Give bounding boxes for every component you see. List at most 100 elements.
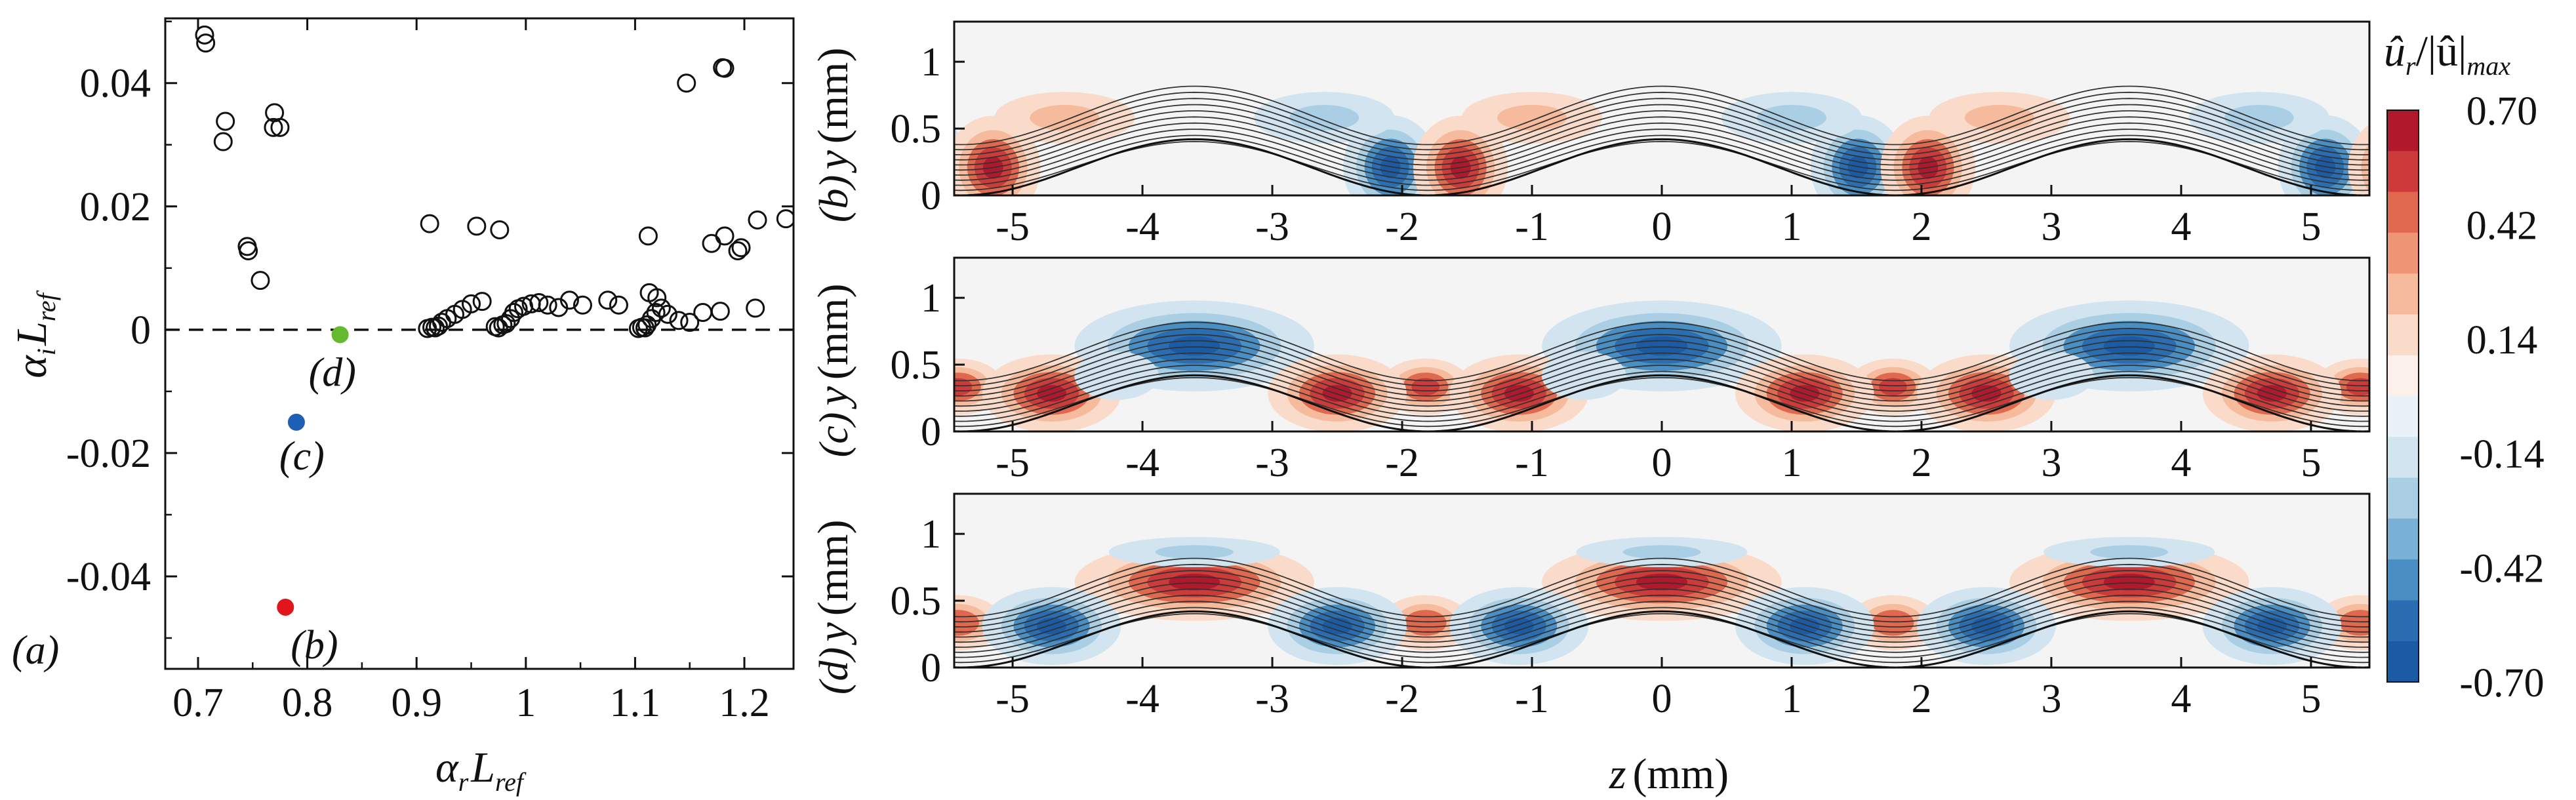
z-tick-label: -2 [1385,677,1419,721]
streamline [954,563,2369,623]
x-tick-label: 1.1 [610,681,661,725]
colorbar-title-sub-r: r [2405,51,2416,81]
highlighted-mode-label: (d) [309,350,356,395]
streamline [954,334,2369,391]
highlighted-mode-point [331,326,349,344]
z-tick-label: 4 [2171,441,2191,485]
colorbar-swatch [2387,314,2419,356]
eigenvalue-point [472,292,492,311]
z-tick-label: -3 [1255,205,1289,249]
colorbar-swatch [2387,477,2419,519]
streamline [954,352,2369,407]
y-label-unit: (mm) [809,520,857,616]
eigenvalue-point [669,311,689,330]
z-tick-label: 2 [1911,205,1931,249]
z-tick-label: -5 [996,205,1030,249]
eigenvalue-point [693,303,713,323]
z-tick-label: -4 [1125,205,1159,249]
mode-shape-panel: -5 -4 -3 -2 -1 0 1 2 3 4 5 1 0.5 0 y (mm) (c) [809,256,2371,485]
mode-contour-level [1497,105,1567,131]
y-tick-label: -0.02 [66,431,151,476]
z-tick-label: -1 [1515,677,1549,721]
mode-contour-level [2416,605,2492,647]
eigenvalue-point [651,298,671,318]
colorbar-tick-label: -0.42 [2459,547,2544,591]
mode-contour-level [2009,351,2094,400]
y-tick-label: 0.04 [80,62,151,106]
eigenvalue-point [251,271,270,290]
eigenvalue-point [728,241,748,260]
y-tick-label: 0 [131,308,151,353]
z-tick-label: 0 [1652,205,1672,249]
y-tick-label: 1 [921,40,941,85]
z-tick-label: 5 [2301,441,2321,485]
colorbar-tick-label: 0.70 [2466,89,2538,134]
eigenvalue-point [504,303,523,323]
z-tick-label: 2 [1911,677,1931,721]
y-label-var: y [809,150,857,173]
streamline [954,327,2369,387]
mode-contour-level [1074,351,1159,400]
eigenvalue-point [677,73,696,93]
eigenvalue-point [195,25,214,45]
x-label-alpha: α [435,744,459,791]
x-label-sub-r: r [458,767,469,797]
mode-contour-level [2426,610,2481,641]
eigenvalue-point [710,302,730,321]
y-label-var: y [809,386,857,409]
spectrum-highlighted-modes: (b) (c) (d) [277,326,356,668]
mode-contour-level [1757,105,1826,131]
streamline [954,376,2369,428]
spectrum-x-ticks: 0.7 0.8 0.9 1 1.1 1.2 [172,18,770,725]
colorbar-swatch [2387,518,2419,560]
y-label-unit: (mm) [809,48,857,144]
eigenvalue-point [646,303,666,323]
eigenvalue-point [213,132,233,151]
y-tick-label: 0.02 [80,185,151,230]
z-tick-label: -1 [1515,205,1549,249]
colorbar-title: ûr/|û|max [2384,28,2510,81]
y-axis-label: y (mm) [809,284,857,410]
streamline [954,370,2369,422]
mode-contour-level [1169,573,1220,591]
mode-contour-level [1030,105,1100,131]
mode-contour-level [1622,545,1701,559]
colorbar-swatch [2387,437,2419,479]
z-tick-label: 4 [2171,205,2191,249]
colorbar-swatch [2387,273,2419,315]
y-axis-label: y (mm) [809,520,857,646]
spectrum-plot-frame [164,17,795,670]
streamline [954,110,2369,166]
z-label-var: z [1609,750,1626,798]
streamline [954,576,2369,633]
panel-label: (b) [812,175,856,222]
mode-contour-level [1289,105,1359,131]
eigenvalue-point [270,117,290,137]
y-tick-label: 1 [921,512,941,557]
eigenvalue-point [467,216,487,236]
mode-contour-level [1541,351,1626,400]
colorbar-swatch [2387,151,2419,193]
colorbar-tick-label: 0.42 [2466,203,2538,248]
eigenvalue-point [715,226,735,246]
y-label-sub-i: i [31,348,61,355]
spectrum-panel: 0.7 0.8 0.9 1 1.1 1.2 0.04 0.02 0 -0.02 -0.04 (b)… [8,17,795,797]
z-tick-label: 1 [1781,205,1801,249]
colorbar-frame [2386,110,2419,683]
mode-contour-level [2090,545,2169,559]
y-tick-label: 0.5 [891,579,942,624]
colorbar-title-sub-max: max [2466,51,2510,81]
colorbar-swatch [2387,600,2419,642]
y-tick-label: -0.04 [66,555,151,599]
z-tick-label: -5 [996,441,1030,485]
eigenvalue-point [715,58,735,78]
z-tick-label: 5 [2301,205,2321,249]
mode-contour-level [855,385,885,401]
y-label-sub-ref: ref [31,290,61,321]
eigenvalue-point [609,295,628,315]
streamline [954,129,2369,181]
colorbar-swatch [2387,641,2419,683]
streamline [954,582,2369,638]
eigenvalue-point [598,290,618,310]
eigenvalue-point [462,294,481,313]
